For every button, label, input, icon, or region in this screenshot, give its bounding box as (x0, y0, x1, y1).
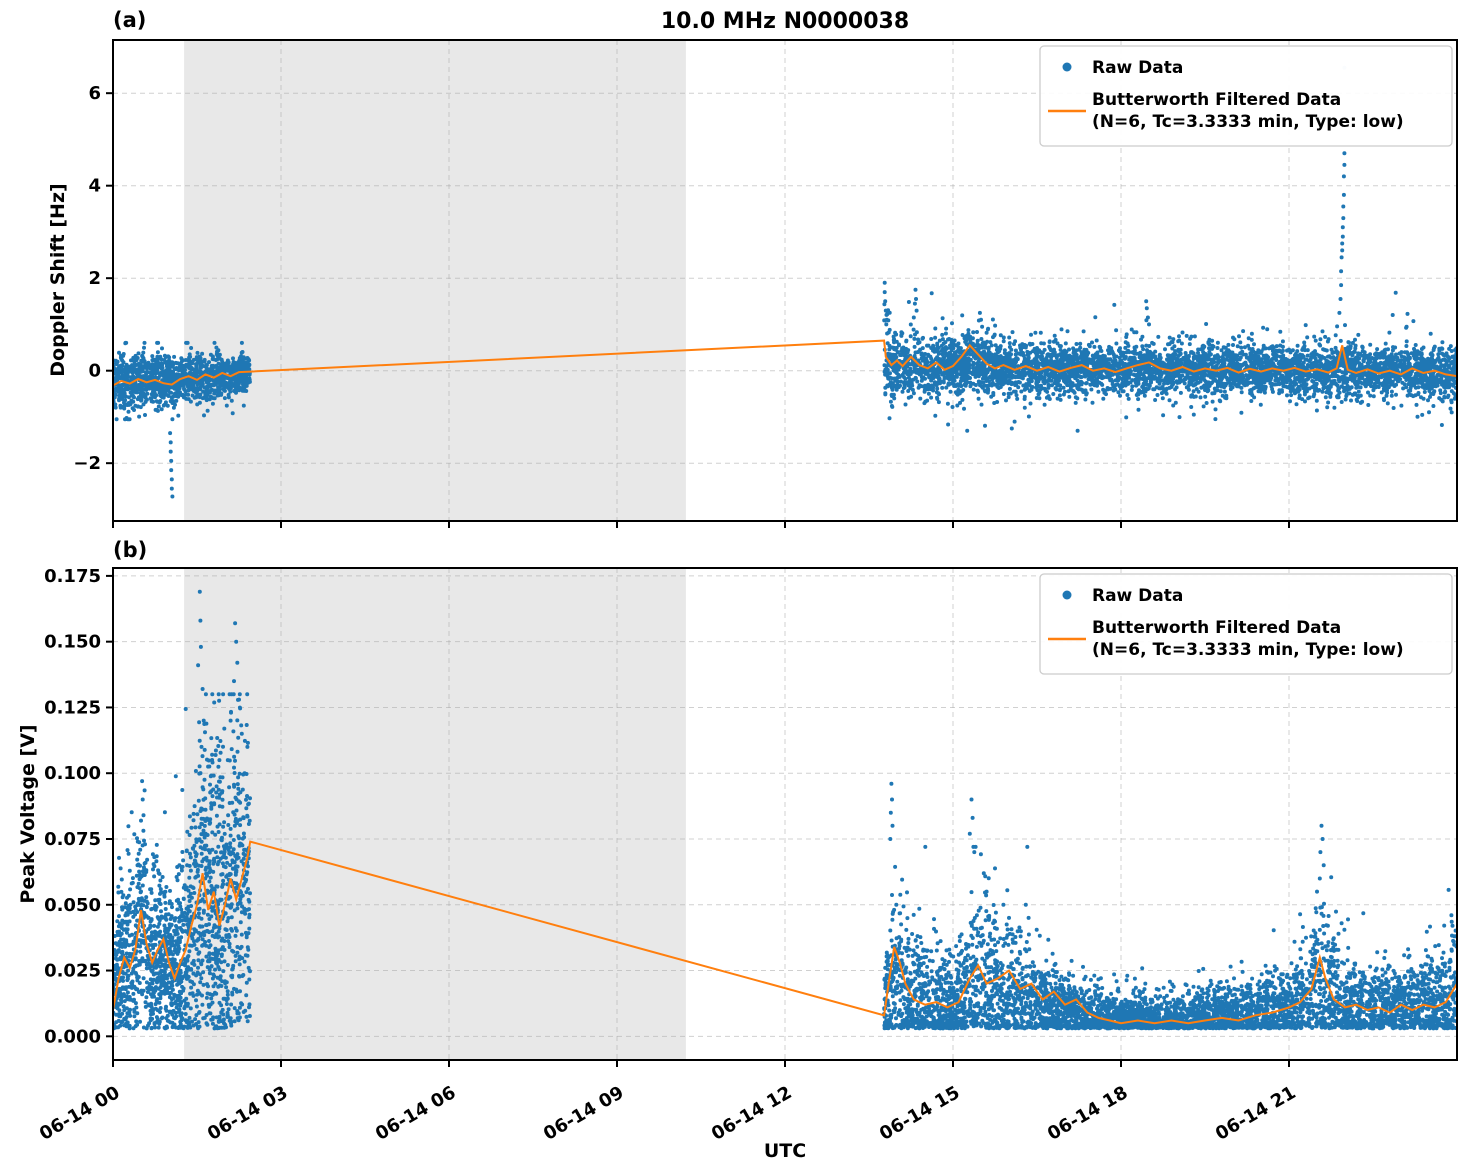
legend-a-box (1039, 45, 1453, 147)
figure-title: 10.0 MHz N0000038 (661, 9, 909, 34)
y-tick-label: 2 (88, 268, 101, 289)
x-tick-label: 06-14 18 (1044, 1082, 1131, 1145)
legend-a-raw-marker (1062, 62, 1072, 72)
legend-b-box (1039, 573, 1453, 675)
y-tick-label: 0 (88, 361, 101, 382)
legend-a: Raw Data Butterworth Filtered Data (N=6,… (1039, 45, 1453, 147)
y-tick-label: 0.175 (44, 566, 101, 587)
y-tick-label: 0.125 (44, 697, 101, 718)
legend-a-filtered-label-line2: (N=6, Tc=3.3333 min, Type: low) (1092, 112, 1404, 132)
y-tick-label: 0.100 (44, 763, 101, 784)
y-tick-label: 0.025 (44, 961, 101, 982)
y-tick-label: 0.150 (44, 632, 101, 653)
y-axis-label-b: Peak Voltage [V] (17, 724, 39, 903)
x-tick-label: 06-14 06 (372, 1082, 459, 1145)
shaded-region (184, 40, 686, 521)
panel-b-label: (b) (113, 538, 147, 562)
legend-a-raw-label: Raw Data (1092, 58, 1183, 78)
y-tick-label: 0.000 (44, 1026, 101, 1047)
shaded-region (184, 568, 686, 1060)
y-axis-label-a: Doppler Shift [Hz] (47, 183, 69, 376)
filtered-line (113, 339, 1457, 387)
y-tick-label: 0.050 (44, 895, 101, 916)
legend-b-raw-label: Raw Data (1092, 586, 1183, 606)
x-tick-label: 06-14 00 (36, 1082, 123, 1145)
y-tick-label: −2 (73, 453, 101, 474)
x-tick-label: 06-14 15 (876, 1082, 963, 1145)
legend-b-filtered-label-line1: Butterworth Filtered Data (1092, 618, 1341, 638)
y-tick-label: 0.075 (44, 829, 101, 850)
legend-b-raw-marker (1062, 590, 1072, 600)
x-axis-label: UTC (764, 1140, 806, 1162)
x-tick-label: 06-14 21 (1212, 1082, 1299, 1145)
filtered-line (113, 840, 1457, 1025)
panel-a-label: (a) (113, 8, 146, 32)
legend-b-filtered-label-line2: (N=6, Tc=3.3333 min, Type: low) (1092, 640, 1404, 660)
y-tick-label: 6 (88, 83, 101, 104)
legend-b: Raw Data Butterworth Filtered Data (N=6,… (1039, 573, 1453, 675)
panel-a-plot-area: −2 0 2 4 6 (73, 39, 1458, 528)
legend-a-filtered-label-line1: Butterworth Filtered Data (1092, 90, 1341, 110)
y-tick-label: 4 (88, 176, 101, 197)
x-tick-label: 06-14 12 (708, 1082, 795, 1145)
x-tick-label: 06-14 09 (540, 1082, 627, 1145)
x-tick-label: 06-14 03 (204, 1082, 291, 1145)
